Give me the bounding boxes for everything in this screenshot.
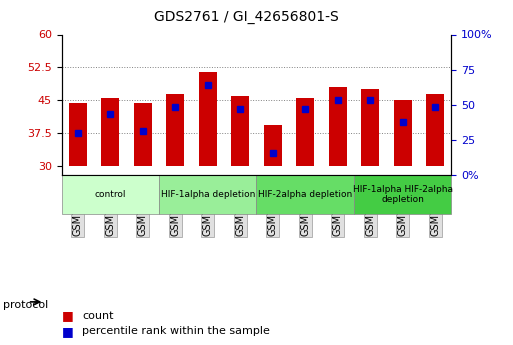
FancyBboxPatch shape (354, 175, 451, 214)
Text: HIF-1alpha depletion: HIF-1alpha depletion (161, 190, 255, 199)
Bar (102, 98, 119, 166)
Bar (329, 87, 347, 166)
Text: ■: ■ (62, 325, 73, 338)
Text: HIF-1alpha HIF-2alpha
depletion: HIF-1alpha HIF-2alpha depletion (353, 185, 452, 204)
Text: HIF-2alpha depletion: HIF-2alpha depletion (258, 190, 352, 199)
Bar (199, 72, 216, 166)
Bar (166, 94, 184, 166)
FancyBboxPatch shape (62, 175, 159, 214)
Bar (426, 94, 444, 166)
FancyBboxPatch shape (256, 175, 354, 214)
Bar (394, 100, 411, 166)
Text: GDS2761 / GI_42656801-S: GDS2761 / GI_42656801-S (154, 10, 339, 24)
Text: ■: ■ (62, 309, 73, 322)
Bar (297, 98, 314, 166)
Text: protocol: protocol (3, 300, 48, 310)
FancyBboxPatch shape (159, 175, 256, 214)
Text: count: count (82, 311, 113, 321)
Bar (134, 103, 152, 166)
Text: percentile rank within the sample: percentile rank within the sample (82, 326, 270, 336)
Bar (264, 125, 282, 166)
Bar (231, 96, 249, 166)
Bar (69, 103, 87, 166)
Bar (361, 89, 379, 166)
Text: control: control (94, 190, 126, 199)
